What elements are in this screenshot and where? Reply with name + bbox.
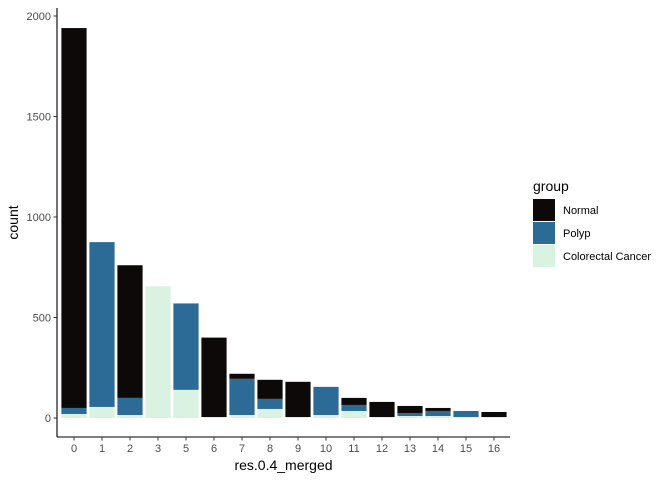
y-tick-label: 0	[45, 413, 51, 425]
bar-9-normal	[285, 381, 311, 417]
bar-10-polyp	[313, 386, 339, 415]
legend-key-normal	[533, 199, 555, 221]
legend-label: Polyp	[563, 228, 591, 240]
x-tick-label: 15	[460, 443, 472, 455]
bar-5-colorectal-cancer	[173, 389, 199, 418]
x-tick-label: 13	[404, 443, 416, 455]
bar-11-colorectal-cancer	[341, 410, 367, 418]
bar-0-polyp	[61, 407, 87, 414]
x-tick-label: 14	[432, 443, 444, 455]
bar-8-colorectal-cancer	[257, 408, 283, 418]
bar-7-normal	[229, 373, 255, 379]
bar-11-normal	[341, 397, 367, 405]
legend: group Normal Polyp Colorectal Cancer	[533, 178, 651, 267]
bar-0-normal	[61, 28, 87, 408]
x-tick-label: 9	[295, 443, 301, 455]
bar-7-colorectal-cancer	[229, 414, 255, 418]
x-tick-label: 5	[183, 443, 189, 455]
x-tick-label: 11	[348, 443, 359, 455]
x-tick-label: 16	[488, 443, 500, 455]
bar-12-normal	[369, 401, 395, 417]
bars-layer	[61, 28, 507, 418]
bar-14-colorectal-cancer	[425, 415, 451, 418]
bar-6-colorectal-cancer	[201, 417, 227, 418]
x-tick-label: 8	[267, 443, 273, 455]
y-axis-title: count	[5, 205, 21, 239]
legend-key-colorectal-cancer	[533, 245, 555, 267]
bar-3-colorectal-cancer	[145, 286, 171, 418]
bar-13-normal	[397, 405, 423, 413]
bar-9-colorectal-cancer	[285, 417, 311, 418]
bar-0-colorectal-cancer	[61, 413, 87, 418]
bar-2-normal	[117, 265, 143, 398]
bar-15-colorectal-cancer	[453, 417, 479, 418]
bar-12-colorectal-cancer	[369, 417, 395, 418]
y-tick-label: 500	[33, 313, 51, 325]
y-tick-label: 2000	[27, 11, 51, 23]
bar-14-polyp	[425, 410, 451, 416]
bar-14-normal	[425, 407, 451, 411]
bar-13-polyp	[397, 412, 423, 416]
y-tick-label: 1500	[27, 112, 51, 124]
bar-2-colorectal-cancer	[117, 414, 143, 418]
bar-10-colorectal-cancer	[313, 414, 339, 418]
bar-2-polyp	[117, 397, 143, 415]
bar-7-polyp	[229, 378, 255, 415]
legend-title: group	[533, 178, 569, 194]
bar-1-polyp	[89, 242, 115, 407]
bar-15-polyp	[453, 410, 479, 417]
x-tick-label: 6	[211, 443, 217, 455]
bar-8-polyp	[257, 398, 283, 409]
x-axis: 0 1 2 3 5 6 7 8 9 10 11 12 13 14 15 16	[57, 436, 510, 455]
bar-6-normal	[201, 337, 227, 417]
x-tick-label: 1	[99, 443, 105, 455]
x-tick-label: 3	[155, 443, 161, 455]
x-tick-label: 7	[239, 443, 245, 455]
x-tick-label: 0	[71, 443, 77, 455]
legend-label: Normal	[563, 205, 598, 217]
y-axis: 0 500 1000 1500 2000	[27, 8, 58, 437]
x-tick-label: 10	[320, 443, 332, 455]
bar-16-colorectal-cancer	[481, 417, 507, 418]
bar-13-colorectal-cancer	[397, 415, 423, 418]
x-tick-label: 2	[127, 443, 133, 455]
x-axis-title: res.0.4_merged	[234, 457, 332, 473]
bar-16-normal	[481, 411, 507, 417]
bar-8-normal	[257, 379, 283, 399]
legend-label: Colorectal Cancer	[563, 251, 651, 263]
legend-key-polyp	[533, 222, 555, 244]
bar-11-polyp	[341, 404, 367, 411]
x-tick-label: 12	[376, 443, 388, 455]
bar-5-polyp	[173, 303, 199, 390]
y-tick-label: 1000	[27, 212, 51, 224]
bar-1-colorectal-cancer	[89, 406, 115, 418]
